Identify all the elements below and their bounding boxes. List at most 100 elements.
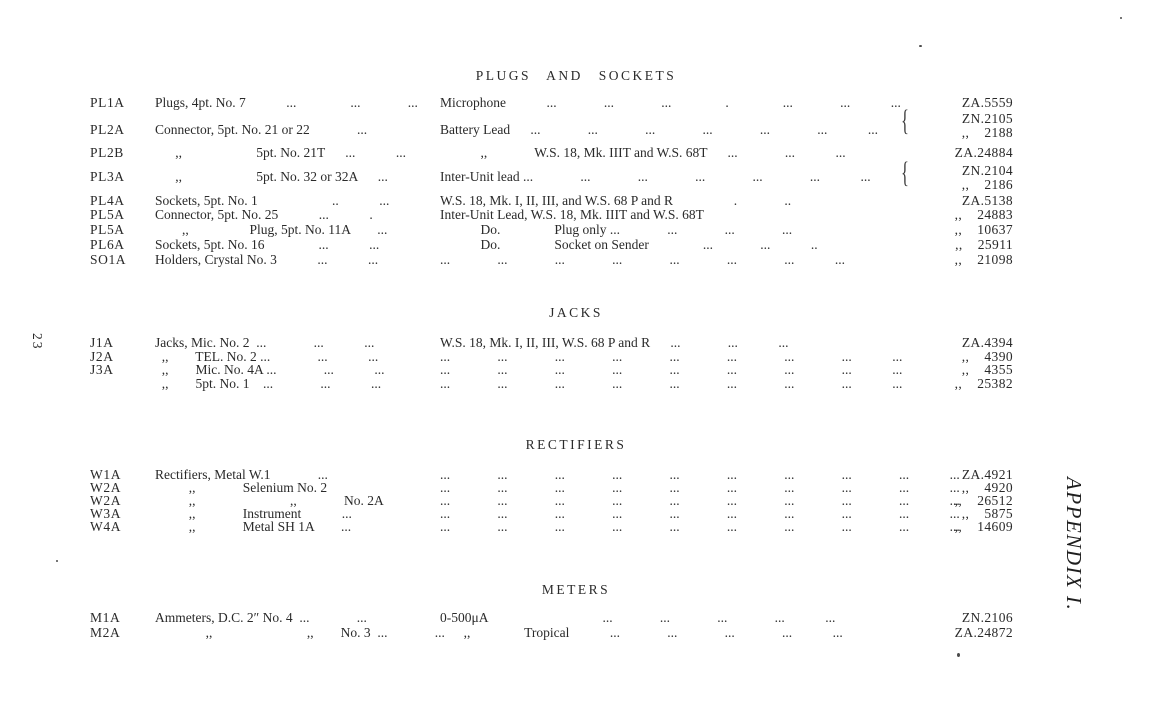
part-application: ... ... ... ... ... ... ... ... ... ...: [440, 506, 960, 521]
table-row: M1A Ammeters, D.C. 2″ No. 4 ... ... 0-500μ…: [0, 610, 1152, 626]
part-description: Holders, Crystal No. 3 ... ...: [155, 252, 379, 267]
part-description: ,, TEL. No. 2 ... ... ...: [155, 349, 379, 364]
catalog-number: ,, 5875: [961, 506, 1013, 521]
catalog-number: ,, 4920: [961, 480, 1013, 495]
part-description: ,, 5pt. No. 1 ... ... ...: [155, 376, 382, 391]
part-code: PL5A: [90, 222, 125, 237]
part-application: Microphone ... ... ... . ... ... ...: [440, 95, 901, 110]
part-code: PL3A: [90, 169, 125, 184]
part-application: W.S. 18, Mk. I, II, III, W.S. 68 P and R…: [440, 335, 789, 350]
part-application: Do. Socket on Sender ... ... ..: [440, 237, 818, 252]
table-row: PL5A ,, Plug, 5pt. No. 11A ... Do. Plug …: [0, 222, 1152, 238]
part-code: J2A: [90, 349, 114, 364]
table-row: J3A ,, Mic. No. 4A ... ... ... ... ... ..…: [0, 362, 1152, 378]
catalog-number: ZA.24872: [954, 625, 1013, 640]
part-application: Inter-Unit lead ... ... ... ... ... ... …: [440, 169, 871, 184]
table-row: J2A ,, TEL. No. 2 ... ... ... ... ... ...…: [0, 349, 1152, 365]
part-description: ,, Plug, 5pt. No. 11A ...: [155, 222, 388, 237]
part-description: Jacks, Mic. No. 2 ... ... ...: [155, 335, 375, 350]
grouping-brace: {: [901, 156, 909, 189]
catalog-number: ,, 21098: [954, 252, 1013, 267]
part-code: W4A: [90, 519, 122, 534]
section-title-plugs-and-sockets: PLUGS AND SOCKETS: [475, 68, 677, 83]
part-description: ,, Metal SH 1A ...: [155, 519, 352, 534]
part-code: PL5A: [90, 207, 125, 222]
catalog-number: ,, 4390: [961, 349, 1013, 364]
part-description: Sockets, 5pt. No. 16 ... ...: [155, 237, 380, 252]
table-row: W3A ,, Instrument ... ... ... ... ... ...…: [0, 506, 1152, 522]
part-code: W3A: [90, 506, 122, 521]
part-application: ... ... ... ... ... ... ... ... ... ...: [440, 493, 960, 508]
part-description: ,, 5pt. No. 32 or 32A ...: [155, 169, 388, 184]
catalog-number: ZN.2104: [961, 163, 1013, 178]
part-application: 0-500μA ... ... ... ... ...: [440, 610, 836, 625]
catalog-number: ,, 25911: [955, 237, 1013, 252]
catalog-number: ZA.24884: [954, 145, 1013, 160]
scan-speck: [1120, 17, 1122, 19]
table-row: PL2A Connector, 5pt. No. 21 or 22 ... Batt…: [0, 122, 1152, 138]
part-application: ... ... ... ... ... ... ... ... ... ...: [440, 519, 960, 534]
section-title-rectifiers: RECTIFIERS: [525, 437, 627, 452]
table-row: PL1A Plugs, 4pt. No. 7 ... ... ... Microph…: [0, 95, 1152, 111]
catalog-number: ZA.5559: [961, 95, 1013, 110]
part-code: J1A: [90, 335, 114, 350]
part-application: ... ... ... ... ... ... ... ... ...: [440, 376, 903, 391]
part-code: PL4A: [90, 193, 125, 208]
part-application: ... ... ... ... ... ... ... ...: [440, 252, 845, 267]
table-row: PL5A Connector, 5pt. No. 25 ... . Inter-Un…: [0, 207, 1152, 223]
grouping-brace: {: [901, 104, 909, 137]
table-row: W4A ,, Metal SH 1A ... ... ... ... ... ..…: [0, 519, 1152, 535]
part-code: PL6A: [90, 237, 125, 252]
part-application: ,, Tropical ... ... ... ... ...: [440, 625, 843, 640]
part-description: ,, ,, No. 2A: [155, 493, 384, 508]
table-row: PL3A ,, 5pt. No. 32 or 32A ... Inter-Unit…: [0, 169, 1152, 185]
part-code: W2A: [90, 480, 122, 495]
table-row: J1A Jacks, Mic. No. 2 ... ... ... W.S. 18,…: [0, 335, 1152, 351]
table-row: PL4A Sockets, 5pt. No. 1 .. ... W.S. 18, M…: [0, 193, 1152, 209]
table-row: W2A ,, ,, No. 2A ... ... ... ... ... ... …: [0, 493, 1152, 509]
catalog-number: ZA.4394: [961, 335, 1013, 350]
catalog-number: ,, 14609: [954, 519, 1013, 534]
part-description: ,, ,, No. 3 ... ...: [155, 625, 445, 640]
part-description: ,, Selenium No. 2: [155, 480, 328, 495]
part-code: W2A: [90, 493, 122, 508]
part-description: Ammeters, D.C. 2″ No. 4 ... ...: [155, 610, 367, 625]
part-code: W1A: [90, 467, 122, 482]
part-application: Battery Lead ... ... ... ... ... ... ...: [440, 122, 878, 137]
part-description: ,, Mic. No. 4A ... ... ...: [155, 362, 385, 377]
scan-speck: [56, 560, 58, 562]
part-application: ... ... ... ... ... ... ... ... ...: [440, 362, 903, 377]
table-row: W2A ,, Selenium No. 2 ... ... ... ... ...…: [0, 480, 1152, 496]
table-row: M2A ,, ,, No. 3 ... ... ,, Tropical ... …: [0, 625, 1152, 641]
part-application: ... ... ... ... ... ... ... ... ...: [440, 349, 903, 364]
catalog-number: ,, 2186: [961, 177, 1013, 192]
part-description: Sockets, 5pt. No. 1 .. ...: [155, 193, 390, 208]
catalog-number: ,, 25382: [954, 376, 1013, 391]
part-code: PL2B: [90, 145, 124, 160]
catalog-number: ZN.2105: [961, 111, 1013, 126]
scan-speck: [919, 45, 922, 47]
part-application: Do. Plug only ... ... ... ...: [440, 222, 793, 237]
part-application: ... ... ... ... ... ... ... ... ... ...: [440, 480, 960, 495]
part-code: M1A: [90, 610, 121, 625]
table-row: SO1A Holders, Crystal No. 3 ... ... ... ..…: [0, 252, 1152, 268]
catalog-number: ,, 4355: [961, 362, 1013, 377]
part-code: M2A: [90, 625, 121, 640]
catalog-number: ,, 2188: [961, 125, 1013, 140]
part-description: Connector, 5pt. No. 21 or 22 ...: [155, 122, 368, 137]
catalog-number: ,, 10637: [954, 222, 1013, 237]
part-code: J3A: [90, 362, 114, 377]
part-application: Inter-Unit Lead, W.S. 18, Mk. IIIT and W…: [440, 207, 704, 222]
part-application: ... ... ... ... ... ... ... ... ... ...: [440, 467, 960, 482]
catalog-number: ZN.2106: [961, 610, 1013, 625]
part-application: W.S. 18, Mk. I, II, III, and W.S. 68 P a…: [440, 193, 792, 208]
catalog-number: ZA.4921: [961, 467, 1013, 482]
part-code: PL1A: [90, 95, 125, 110]
part-code: SO1A: [90, 252, 127, 267]
table-row: PL2B ,, 5pt. No. 21T ... ... ,, W.S. 18,…: [0, 145, 1152, 161]
catalog-number: ZA.5138: [961, 193, 1013, 208]
table-row: PL6A Sockets, 5pt. No. 16 ... ... Do. Soc…: [0, 237, 1152, 253]
part-description: ,, Instrument ...: [155, 506, 352, 521]
section-title-meters: METERS: [541, 582, 611, 597]
table-row: W1A Rectifiers, Metal W.1 ... ... ... ... …: [0, 467, 1152, 483]
